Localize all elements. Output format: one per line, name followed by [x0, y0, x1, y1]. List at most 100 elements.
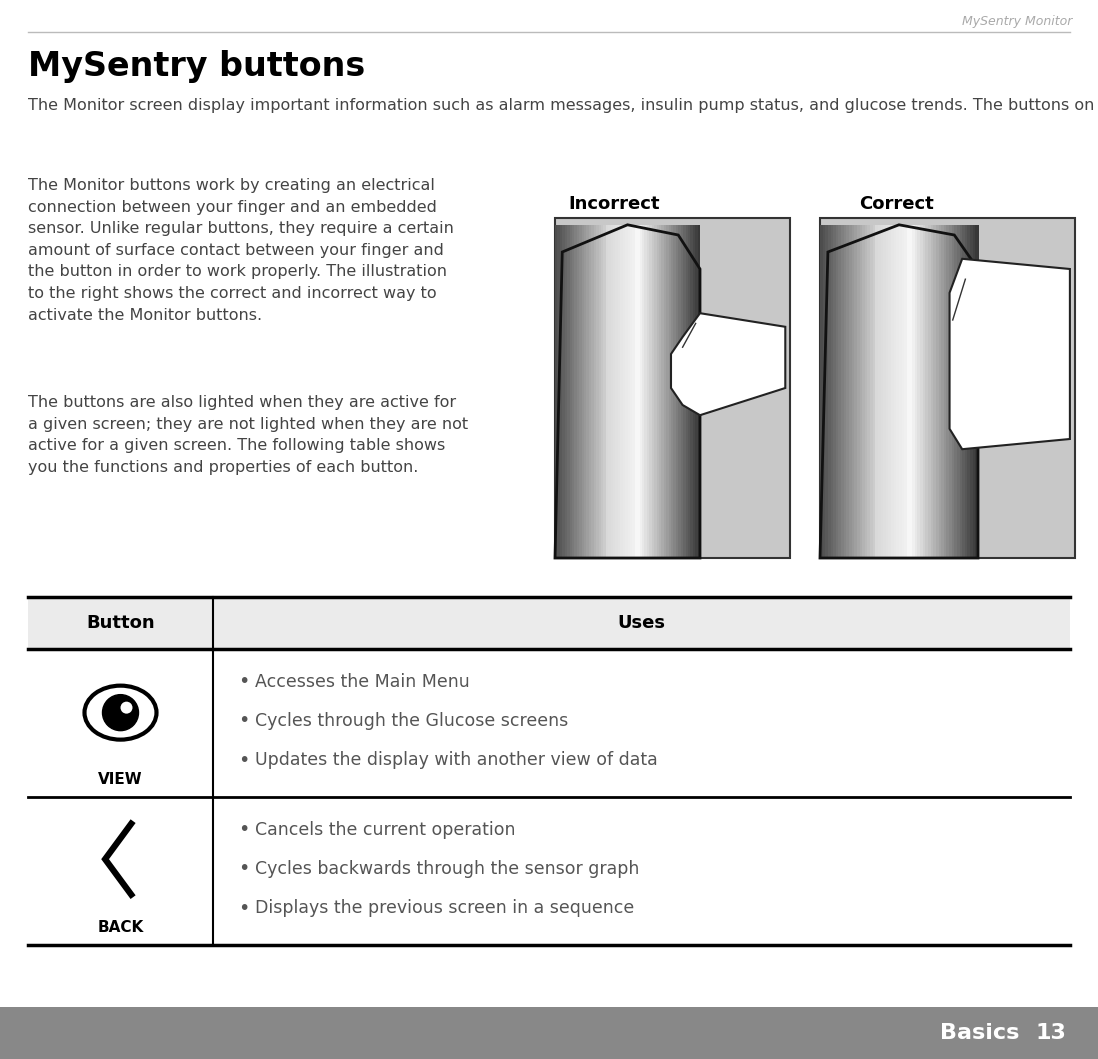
Bar: [693, 225, 696, 558]
Bar: [946, 225, 950, 558]
Bar: [625, 225, 628, 558]
Bar: [610, 225, 614, 558]
Bar: [685, 225, 688, 558]
Bar: [828, 225, 831, 558]
Text: •: •: [238, 751, 249, 770]
Bar: [901, 225, 905, 558]
Bar: [820, 218, 1075, 558]
Bar: [0, 1007, 1098, 1059]
Circle shape: [121, 702, 133, 714]
Text: 13: 13: [1035, 1023, 1066, 1043]
Bar: [613, 225, 616, 558]
Bar: [673, 225, 676, 558]
Bar: [965, 225, 968, 558]
Bar: [960, 225, 963, 558]
Bar: [826, 225, 828, 558]
Bar: [639, 225, 642, 558]
Bar: [637, 225, 640, 558]
Text: •: •: [238, 898, 249, 917]
Bar: [29, 597, 1069, 649]
Text: MySentry Monitor: MySentry Monitor: [962, 15, 1072, 28]
Bar: [841, 225, 844, 558]
Circle shape: [102, 695, 138, 731]
Bar: [645, 225, 648, 558]
Bar: [962, 225, 965, 558]
Bar: [554, 218, 789, 558]
Bar: [594, 225, 596, 558]
Bar: [843, 225, 847, 558]
Bar: [909, 225, 912, 558]
Bar: [886, 225, 889, 558]
Polygon shape: [950, 258, 1069, 449]
Bar: [567, 225, 570, 558]
Bar: [820, 225, 824, 558]
Ellipse shape: [85, 685, 157, 739]
Text: BACK: BACK: [98, 919, 144, 935]
Bar: [888, 225, 892, 558]
Bar: [649, 225, 652, 558]
Bar: [606, 225, 608, 558]
Bar: [635, 225, 638, 558]
Bar: [865, 225, 867, 558]
Text: Incorrect: Incorrect: [568, 195, 660, 213]
Text: •: •: [238, 859, 249, 878]
Bar: [586, 225, 590, 558]
Bar: [896, 225, 899, 558]
Bar: [598, 225, 602, 558]
Bar: [854, 225, 858, 558]
Bar: [922, 225, 926, 558]
Bar: [862, 225, 865, 558]
Bar: [576, 225, 580, 558]
Bar: [878, 225, 881, 558]
Bar: [957, 225, 960, 558]
Bar: [562, 225, 565, 558]
Bar: [596, 225, 600, 558]
Bar: [630, 225, 632, 558]
Bar: [584, 225, 587, 558]
Text: MySentry buttons: MySentry buttons: [29, 50, 366, 83]
Bar: [661, 225, 664, 558]
Bar: [912, 225, 916, 558]
Bar: [688, 225, 691, 558]
Bar: [654, 225, 657, 558]
Bar: [822, 225, 826, 558]
Bar: [849, 225, 852, 558]
Text: VIEW: VIEW: [98, 772, 143, 787]
Bar: [632, 225, 636, 558]
Bar: [933, 225, 937, 558]
Bar: [620, 225, 624, 558]
Text: The Monitor screen display important information such as alarm messages, insulin: The Monitor screen display important inf…: [29, 98, 1098, 113]
Bar: [836, 225, 839, 558]
Bar: [949, 225, 952, 558]
Bar: [570, 225, 572, 558]
Bar: [671, 225, 674, 558]
Bar: [839, 225, 841, 558]
Bar: [971, 225, 973, 558]
Bar: [918, 225, 920, 558]
Text: Cancels the current operation: Cancels the current operation: [255, 821, 515, 839]
Bar: [867, 225, 871, 558]
Bar: [618, 225, 620, 558]
Text: Cycles backwards through the sensor graph: Cycles backwards through the sensor grap…: [255, 860, 639, 878]
Bar: [920, 225, 923, 558]
Bar: [554, 225, 558, 558]
Bar: [973, 225, 976, 558]
Bar: [664, 225, 666, 558]
Bar: [627, 225, 630, 558]
Text: Cycles through the Glucose screens: Cycles through the Glucose screens: [255, 712, 569, 730]
Bar: [873, 225, 876, 558]
Text: Correct: Correct: [859, 195, 934, 213]
Bar: [870, 225, 873, 558]
Text: The buttons are also lighted when they are active for
a given screen; they are n: The buttons are also lighted when they a…: [29, 395, 468, 474]
Bar: [852, 225, 854, 558]
Text: •: •: [238, 820, 249, 839]
Text: •: •: [238, 712, 249, 731]
Bar: [572, 225, 575, 558]
Bar: [564, 225, 568, 558]
Bar: [952, 225, 955, 558]
Text: Updates the display with another view of data: Updates the display with another view of…: [255, 751, 658, 769]
Bar: [652, 225, 654, 558]
Text: Basics: Basics: [940, 1023, 1019, 1043]
Bar: [907, 225, 910, 558]
Bar: [615, 225, 618, 558]
